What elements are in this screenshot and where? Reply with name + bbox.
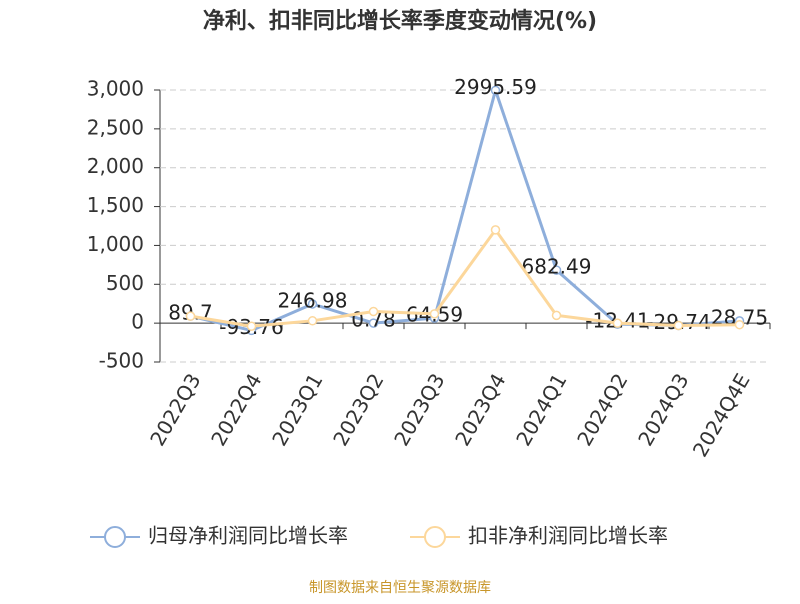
chart-title: 净利、扣非同比增长率季度变动情况(%): [203, 8, 597, 34]
x-tick-label: 2023Q4: [450, 369, 510, 450]
x-tick-label: 2022Q3: [145, 369, 205, 450]
point: [551, 310, 562, 321]
point: [673, 320, 684, 331]
y-tick-label: 3,000: [87, 77, 144, 101]
source-note: 制图数据来自恒生聚源数据库: [309, 580, 491, 596]
y-tick-label: 1,500: [87, 193, 144, 217]
legend-label: 扣非净利润同比增长率: [468, 524, 668, 548]
point: [734, 319, 745, 330]
point: [185, 311, 196, 321]
series-line: [190, 227, 740, 328]
x-tick-label: 2024Q4E: [688, 369, 755, 461]
x-tick-label: 2022Q4: [206, 369, 266, 450]
data-label: 2995.59: [454, 75, 537, 99]
x-tick-label: 2023Q2: [328, 369, 388, 450]
y-tick-label: 1,000: [87, 232, 144, 256]
y-tick-label: 500: [106, 271, 144, 295]
legend-symbol: [104, 526, 126, 548]
point: [307, 299, 318, 309]
point: [551, 265, 562, 275]
y-tick-label: 0: [131, 310, 144, 334]
point: [246, 321, 257, 332]
y-tick-label: 2,000: [87, 154, 144, 178]
data-label: 682.49: [522, 255, 592, 279]
point: [490, 225, 501, 235]
x-tick-label: 2023Q3: [389, 369, 449, 450]
data-label: 246.98: [278, 288, 348, 312]
point: [307, 316, 318, 326]
x-tick-label: 2024Q1: [511, 369, 571, 450]
point: [612, 318, 623, 328]
x-tick-label: 2024Q3: [633, 369, 693, 450]
point: [429, 309, 440, 319]
point: [368, 318, 379, 328]
legend-symbol: [424, 526, 446, 548]
y-tick-label: -500: [99, 349, 144, 373]
x-tick-label: 2024Q2: [572, 369, 632, 450]
series-line: [190, 85, 740, 333]
point: [368, 306, 379, 317]
x-tick-label: 2023Q1: [267, 369, 327, 450]
point: [490, 85, 501, 96]
y-tick-label: 2,500: [87, 115, 144, 139]
legend-label: 归母净利润同比增长率: [148, 524, 348, 548]
